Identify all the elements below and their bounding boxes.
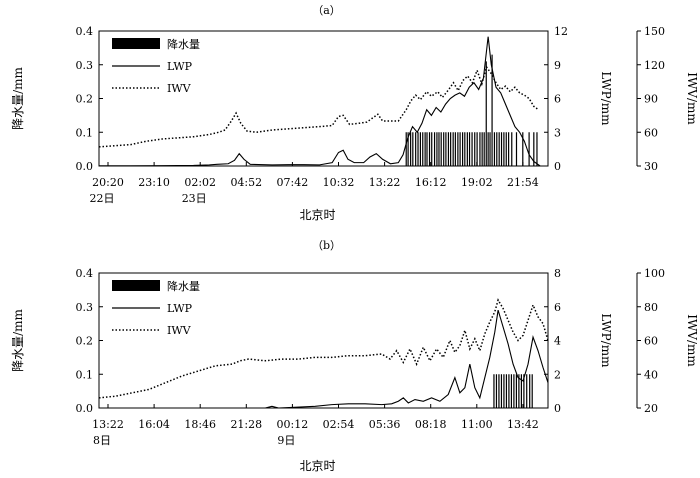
y-right2-tick-label: 80 [644,301,658,314]
y-right1-tick-label: 6 [554,93,561,106]
plot-frame [98,272,549,409]
x-tick-label: 13:22 [92,418,124,431]
panel-label: （a） [312,4,341,17]
y-left-tick-label: 0.2 [76,93,94,106]
x-tick-label: 05:36 [369,418,401,431]
lwp-line [99,36,541,167]
x-tick-label: 16:04 [138,418,170,431]
x-label: 北京时 [299,459,335,473]
y-left-tick-label: 0.4 [76,25,94,38]
x-tick-label: 13:42 [507,418,539,431]
y-right1-tick-label: 9 [554,59,561,72]
y-right2-tick-label: 40 [644,368,658,381]
y-right1-tick-label: 12 [554,25,568,38]
y-right2-label: IWV/mm [685,72,699,125]
x-date-label: 22日 [90,192,115,205]
x-date-label: 8日 [93,434,111,447]
x-tick-label: 02:54 [323,418,355,431]
y-right1-label: LWP/mm [599,71,613,126]
y-right1-tick-label: 0 [554,160,561,173]
x-tick-label: 21:28 [230,418,262,431]
panel-label: （b） [312,239,341,252]
x-tick-label: 08:18 [415,418,447,431]
y-left-label: 降水量/mm [11,308,25,371]
legend-precip-label: 降水量 [167,279,200,293]
y-left-tick-label: 0.0 [76,160,94,173]
y-right2-tick-label: 60 [644,126,658,139]
y-right2-label: IWV/mm [685,314,699,367]
y-right1-tick-label: 8 [554,267,561,280]
y-right1-tick-label: 0 [554,402,561,415]
y-right1-tick-label: 3 [554,126,561,139]
x-tick-label: 00:12 [277,418,309,431]
y-right1-label: LWP/mm [599,313,613,368]
x-tick-label: 04:52 [230,176,262,189]
legend-precip-swatch [112,38,160,49]
legend-precip-label: 降水量 [167,37,200,51]
x-tick-label: 21:54 [507,176,539,189]
y-right2-tick-label: 60 [644,335,658,348]
y-right2-tick-label: 30 [644,160,658,173]
y-left-label: 降水量/mm [11,66,25,129]
legend-iwv-label: IWV [167,82,192,95]
x-tick-label: 07:42 [277,176,309,189]
legend-iwv-label: IWV [167,324,192,337]
x-date-label: 9日 [277,434,295,447]
y-left-tick-label: 0.3 [76,301,94,314]
y-right2-tick-label: 90 [644,93,658,106]
panel-a [98,30,641,167]
x-tick-label: 19:02 [461,176,493,189]
x-tick-label: 11:00 [461,418,493,431]
y-right2-tick-label: 120 [644,59,665,72]
x-date-label: 23日 [182,192,207,205]
y-left-tick-label: 0.2 [76,335,94,348]
panel-b [98,272,641,409]
y-right1-tick-label: 4 [554,335,561,348]
x-tick-label: 10:32 [323,176,355,189]
x-tick-label: 16:12 [415,176,447,189]
y-left-tick-label: 0.0 [76,402,94,415]
lwp-line [99,309,549,409]
x-label: 北京时 [299,208,335,222]
x-tick-label: 18:46 [184,418,216,431]
y-left-tick-label: 0.1 [76,126,94,139]
plot-frame [98,30,549,167]
legend-lwp-label: LWP [167,60,193,73]
y-right2-tick-label: 150 [644,25,665,38]
y-left-tick-label: 0.1 [76,368,94,381]
x-tick-label: 23:10 [138,176,170,189]
y-left-tick-label: 0.3 [76,59,94,72]
x-tick-label: 02:02 [184,176,216,189]
y-right1-tick-label: 2 [554,368,561,381]
y-right1-tick-label: 6 [554,301,561,314]
x-tick-label: 13:22 [369,176,401,189]
legend-lwp-label: LWP [167,302,193,315]
y-right2-tick-label: 20 [644,402,658,415]
x-tick-label: 20:20 [92,176,124,189]
legend-precip-swatch [112,280,160,291]
y-left-tick-label: 0.4 [76,267,94,280]
y-right2-tick-label: 100 [644,267,665,280]
